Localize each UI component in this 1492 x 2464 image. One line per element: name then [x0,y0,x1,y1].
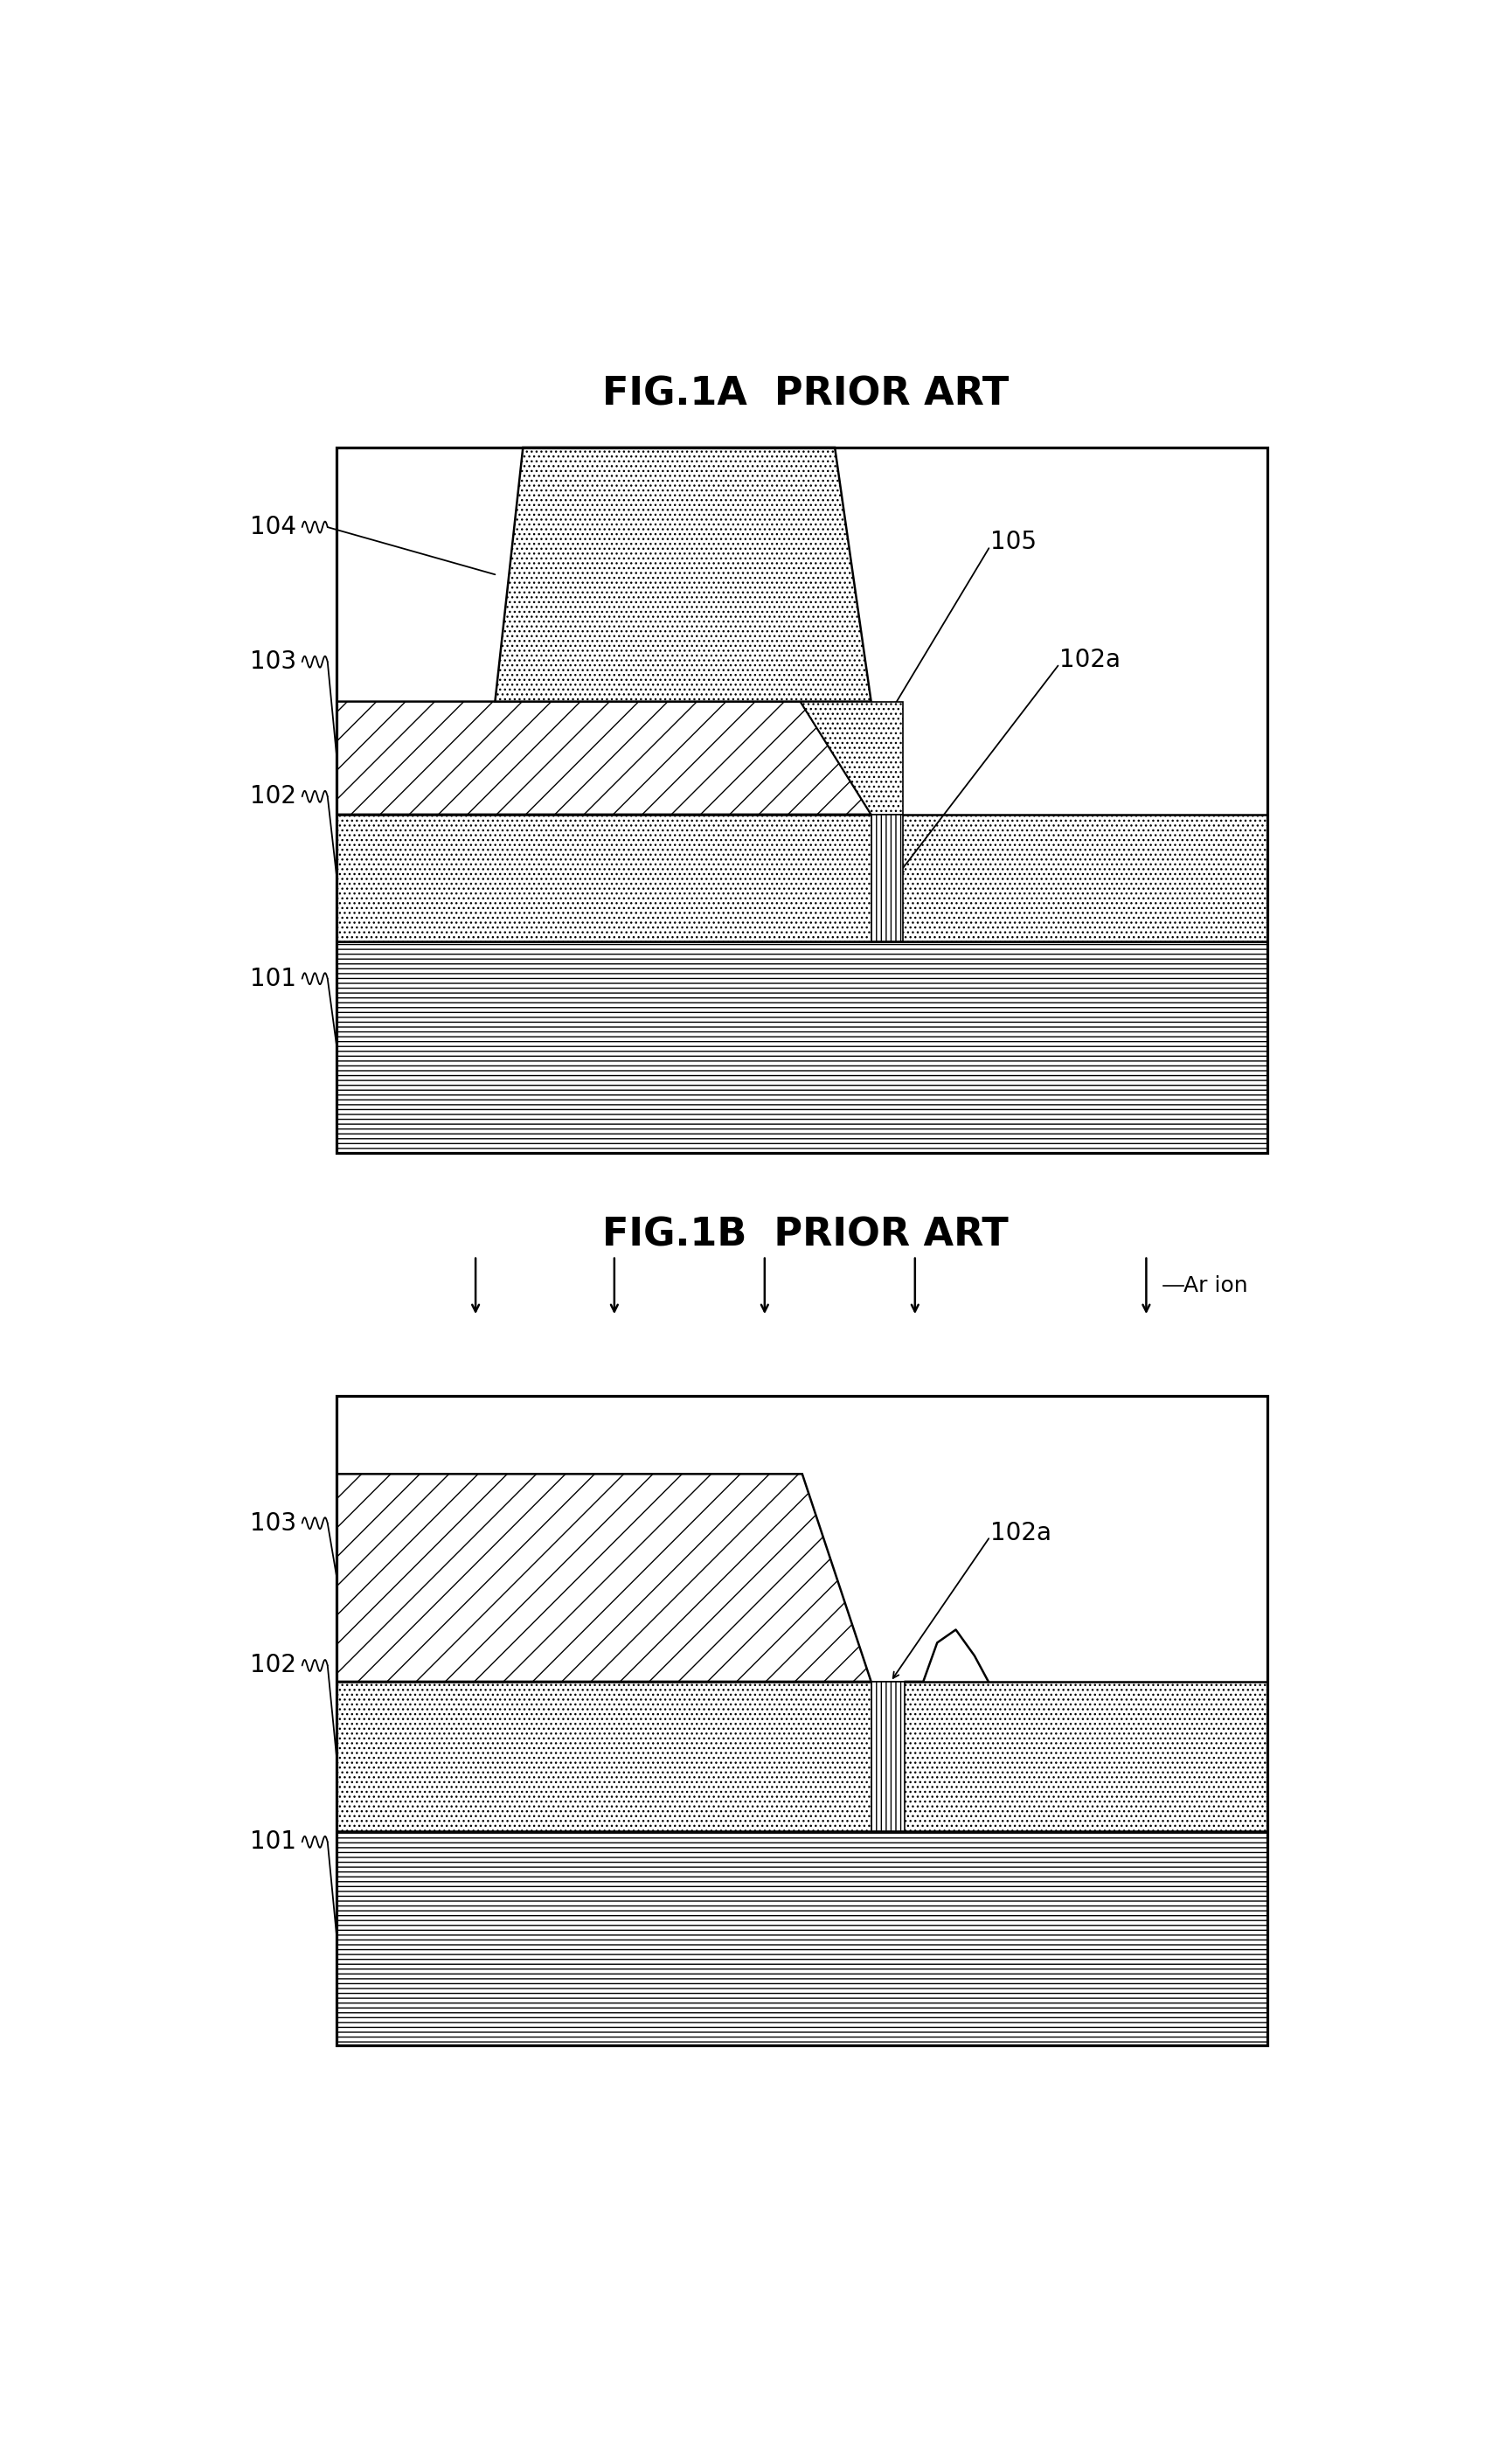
Text: 102: 102 [251,784,297,808]
Text: 102: 102 [251,1653,297,1678]
Text: 101: 101 [251,966,297,991]
Text: 102a: 102a [991,1520,1052,1545]
Text: 103: 103 [251,650,297,675]
Polygon shape [337,941,1268,1153]
Polygon shape [495,448,871,702]
Polygon shape [337,1680,1268,1831]
Text: 102a: 102a [1059,648,1120,673]
Polygon shape [337,702,871,816]
Text: 103: 103 [251,1510,297,1535]
Polygon shape [871,816,903,941]
Text: 101: 101 [251,1831,297,1855]
Polygon shape [871,1680,904,1831]
Text: 105: 105 [991,530,1037,554]
Text: Ar ion: Ar ion [1183,1276,1247,1296]
Polygon shape [337,1473,871,1680]
Text: 104: 104 [251,515,297,540]
Text: FIG.1A  PRIOR ART: FIG.1A PRIOR ART [601,375,1009,414]
Polygon shape [337,816,1268,941]
Polygon shape [800,702,903,816]
Polygon shape [337,1831,1268,2045]
Text: FIG.1B  PRIOR ART: FIG.1B PRIOR ART [601,1215,1009,1254]
